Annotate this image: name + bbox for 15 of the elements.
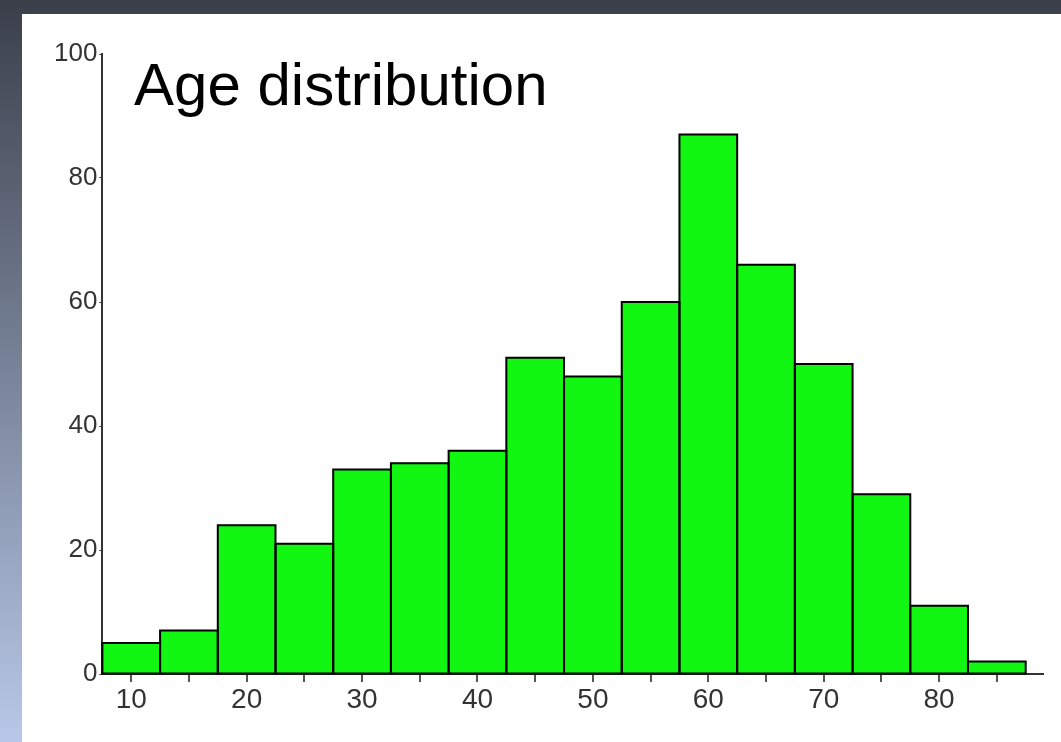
x-tick-label: 10 <box>115 682 147 714</box>
x-tick-label: 20 <box>231 682 263 714</box>
x-tick-label: 40 <box>461 682 494 714</box>
y-tick-label: 100 <box>53 37 98 68</box>
x-tick-label: 30 <box>346 682 378 714</box>
x-tick-label: 60 <box>692 682 724 714</box>
y-tick-label: 0 <box>82 657 98 688</box>
x-tick-label: 70 <box>808 682 840 714</box>
y-tick-label: 20 <box>68 533 98 564</box>
y-tick-label: 80 <box>68 161 98 192</box>
y-tick-label: 40 <box>68 409 98 440</box>
x-tick-label: 50 <box>577 682 609 714</box>
y-tick-label: 60 <box>68 285 98 316</box>
x-tick-label: 80 <box>923 682 955 714</box>
chart-title: Age distribution <box>134 50 548 119</box>
